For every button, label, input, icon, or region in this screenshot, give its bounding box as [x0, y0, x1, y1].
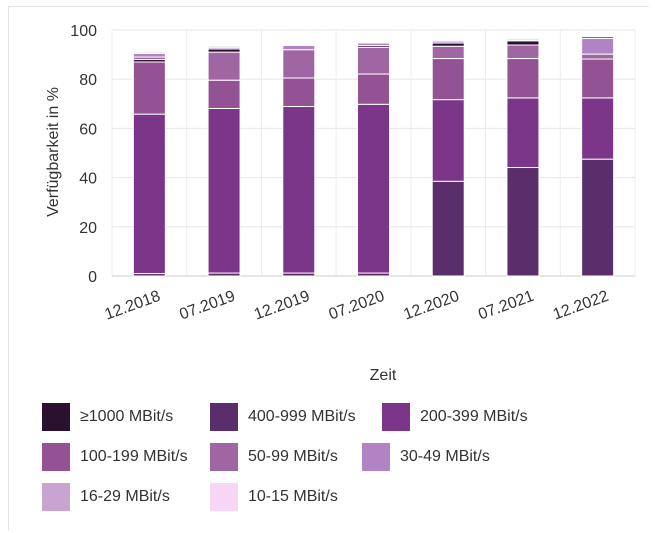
bar-segment[interactable]: [581, 158, 615, 277]
bar-segment[interactable]: [431, 180, 465, 277]
bar-segment[interactable]: [431, 38, 465, 41]
bars-group: [132, 34, 615, 277]
bar-segment[interactable]: [431, 58, 465, 101]
x-tick-label: 12.2022: [551, 288, 611, 324]
bar-segment[interactable]: [207, 44, 241, 47]
legend-swatch: [382, 403, 410, 431]
y-tick-label: 100: [70, 23, 97, 40]
legend-swatch: [42, 403, 70, 431]
legend-label: 30-49 MBit/s: [400, 448, 490, 465]
legend-label: 16-29 MBit/s: [80, 488, 170, 505]
x-tick-label: 07.2021: [476, 288, 536, 324]
y-tick-label: 40: [79, 171, 97, 188]
x-tick-label: 12.2019: [252, 288, 312, 324]
bar-segment[interactable]: [506, 44, 540, 60]
x-tick-label: 07.2019: [177, 288, 237, 324]
bar-segment[interactable]: [506, 58, 540, 99]
legend-item[interactable]: 30-49 MBit/s: [362, 442, 490, 472]
bar-segment[interactable]: [506, 37, 540, 39]
bar-segment[interactable]: [506, 167, 540, 277]
legend-item[interactable]: 50-99 MBit/s: [210, 442, 338, 472]
bar-segment[interactable]: [207, 79, 241, 109]
bar-segment[interactable]: [431, 99, 465, 182]
legend-item[interactable]: 10-15 MBit/s: [210, 482, 338, 512]
bar-segment[interactable]: [506, 40, 540, 46]
bar-segment[interactable]: [132, 61, 166, 115]
stacked-bar-chart: 0 20 40 60 80 100 12.2018 07.2019 12.2019 07.202…: [45, 23, 636, 384]
bar-segment[interactable]: [282, 44, 316, 51]
x-tick-label: 07.2020: [327, 288, 387, 324]
legend-label: 400-999 MBit/s: [248, 408, 356, 425]
x-tick-labels: 12.2018 07.2019 12.2019 07.2020 12.2020 07.20…: [103, 288, 612, 324]
bar-segment[interactable]: [357, 46, 390, 75]
bar-segment[interactable]: [506, 97, 540, 169]
legend-label: 50-99 MBit/s: [248, 448, 338, 465]
legend-swatch: [362, 443, 390, 471]
bar-segment[interactable]: [207, 107, 241, 274]
bar-segment[interactable]: [431, 45, 465, 60]
y-tick-label: 0: [88, 269, 97, 286]
y-tick-label: 20: [79, 220, 97, 237]
legend-label: 100-199 MBit/s: [80, 448, 188, 465]
bar-segment[interactable]: [282, 106, 316, 274]
bar-segment[interactable]: [357, 73, 390, 105]
bar-segment[interactable]: [581, 34, 615, 37]
bar-segment[interactable]: [581, 53, 615, 60]
legend-swatch: [42, 443, 70, 471]
y-tick-label: 60: [79, 121, 97, 138]
legend-item[interactable]: ≥1000 MBit/s: [42, 402, 173, 432]
y-tick-label: 80: [79, 72, 97, 89]
legend-swatch: [210, 403, 238, 431]
legend-item[interactable]: 100-199 MBit/s: [42, 442, 188, 472]
bar-segment[interactable]: [581, 58, 615, 99]
bar-segment[interactable]: [132, 113, 166, 275]
x-tick-label: 12.2018: [103, 288, 163, 324]
bar-segment[interactable]: [132, 52, 166, 58]
bar-segment[interactable]: [357, 41, 390, 43]
bar-segment[interactable]: [207, 51, 241, 81]
bar-segment[interactable]: [581, 37, 615, 55]
bar-segment[interactable]: [282, 49, 316, 79]
bar-segment[interactable]: [282, 43, 316, 46]
legend-item[interactable]: 16-29 MBit/s: [42, 482, 170, 512]
bar-segment[interactable]: [357, 103, 390, 274]
legend-label: 10-15 MBit/s: [248, 488, 338, 505]
y-tick-labels: 0 20 40 60 80 100: [70, 23, 97, 286]
y-axis-label: Verfügbarkeit in %: [45, 87, 62, 217]
bar-segment[interactable]: [282, 77, 316, 108]
bar-segment[interactable]: [132, 50, 166, 53]
legend-item[interactable]: 200-399 MBit/s: [382, 402, 528, 432]
legend-label: 200-399 MBit/s: [420, 408, 528, 425]
chart-frame: [8, 6, 649, 531]
x-axis-label: Zeit: [370, 367, 397, 384]
x-tick-label: 12.2020: [401, 288, 461, 324]
legend-swatch: [42, 483, 70, 511]
legend-swatch: [210, 483, 238, 511]
bar-segment[interactable]: [581, 97, 615, 160]
legend-item[interactable]: 400-999 MBit/s: [210, 402, 356, 432]
legend-swatch: [210, 443, 238, 471]
legend-label: ≥1000 MBit/s: [80, 408, 174, 425]
